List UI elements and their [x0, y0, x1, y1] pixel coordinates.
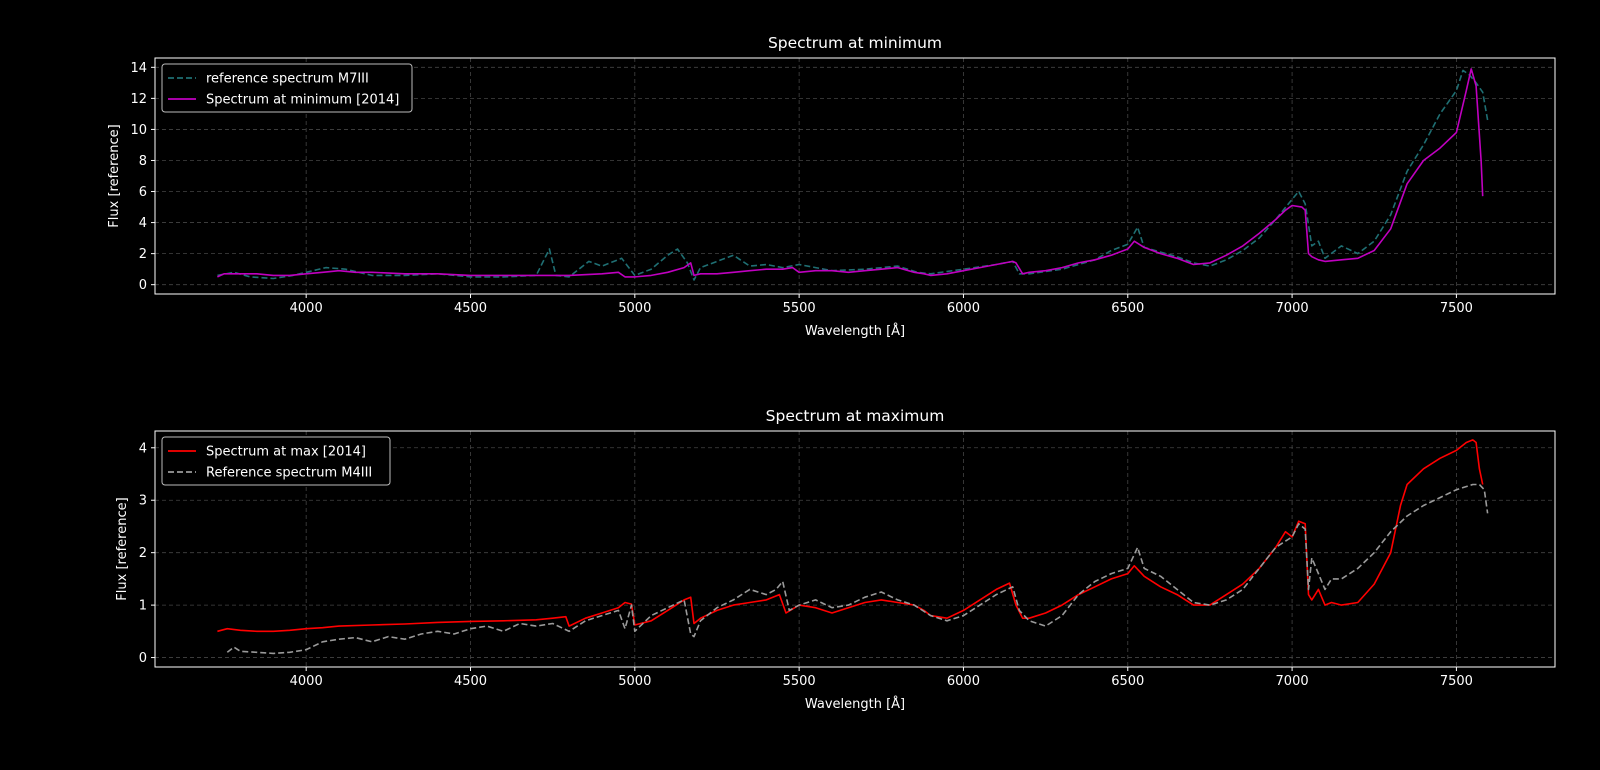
y-tick-label: 2: [139, 546, 147, 561]
x-tick-label: 6000: [947, 674, 980, 689]
x-axis-label: Wavelength [Å]: [805, 323, 905, 339]
y-tick-label: 4: [139, 441, 147, 456]
x-tick-label: 5500: [783, 301, 816, 316]
legend-label: Spectrum at max [2014]: [206, 445, 366, 460]
y-tick-label: 1: [139, 599, 147, 614]
x-tick-label: 6000: [947, 301, 980, 316]
x-tick-label: 6500: [1111, 301, 1144, 316]
x-tick-label: 7000: [1276, 301, 1309, 316]
y-tick-label: 2: [139, 247, 147, 262]
series-line-0: [217, 439, 1484, 633]
y-tick-label: 0: [139, 651, 147, 666]
x-tick-label: 5000: [618, 301, 651, 316]
x-tick-label: 7500: [1440, 301, 1473, 316]
x-tick-label: 4500: [454, 674, 487, 689]
y-axis-label: Flux [reference]: [115, 497, 130, 600]
y-tick-label: 12: [130, 92, 147, 107]
y-tick-label: 6: [139, 185, 147, 200]
legend-label: Spectrum at minimum [2014]: [206, 93, 399, 108]
legend-box: [161, 63, 413, 113]
legend-box: [161, 436, 391, 486]
x-tick-label: 4000: [290, 674, 323, 689]
chart-title: Spectrum at maximum: [766, 407, 945, 425]
legend-label: reference spectrum M7III: [206, 72, 369, 87]
panel-spectrum-at-maximum: 4000 4500 5000 5500 6000 6500 7000 7500 0 1 2 3 4 Spe…: [115, 407, 1556, 712]
x-tick-label: 7500: [1440, 674, 1473, 689]
y-tick-label: 14: [130, 61, 147, 76]
panel-spectrum-at-minimum: 4000 4500 5000 5500 6000 6500 7000 7500 0 2 4 6 8 10 1…: [107, 34, 1556, 339]
series-line-1: [226, 483, 1489, 655]
x-tick-label: 4500: [454, 301, 487, 316]
legend-label: Reference spectrum M4III: [206, 466, 372, 481]
x-tick-label: 5000: [618, 674, 651, 689]
plot-frame: [154, 57, 1556, 295]
x-tick-label: 6500: [1111, 674, 1144, 689]
y-tick-label: 8: [139, 154, 147, 169]
y-tick-label: 3: [139, 494, 147, 509]
plot-frame: [154, 430, 1556, 668]
x-tick-label: 7000: [1276, 674, 1309, 689]
y-tick-label: 4: [139, 216, 147, 231]
series-line-1: [217, 68, 1484, 278]
x-tick-label: 5500: [783, 674, 816, 689]
y-axis-label: Flux [reference]: [107, 124, 122, 227]
x-tick-label: 4000: [290, 301, 323, 316]
chart-title: Spectrum at minimum: [768, 34, 942, 52]
y-tick-label: 10: [130, 123, 147, 138]
x-axis-label: Wavelength [Å]: [805, 696, 905, 712]
y-tick-label: 0: [139, 278, 147, 293]
